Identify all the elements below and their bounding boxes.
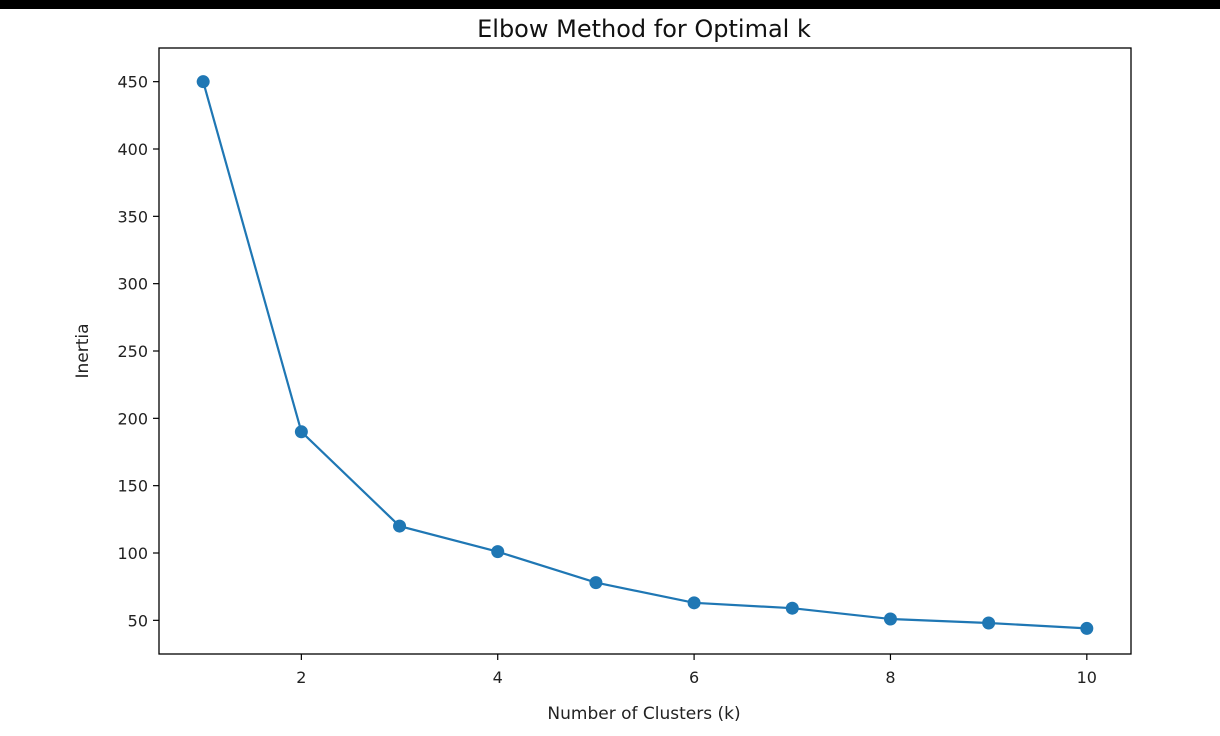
x-axis-label: Number of Clusters (k) <box>547 704 740 724</box>
x-axis: 2 4 6 8 10 <box>296 654 1097 687</box>
y-tick-label: 150 <box>117 477 148 496</box>
data-point <box>687 596 701 610</box>
y-tick-label: 50 <box>128 611 148 630</box>
data-point <box>294 425 308 439</box>
data-point <box>1080 621 1094 635</box>
data-point <box>883 612 897 626</box>
y-tick-label: 450 <box>117 73 148 92</box>
y-axis-label: Inertia <box>73 323 93 378</box>
chart-title: Elbow Method for Optimal k <box>477 15 811 43</box>
x-tick-label: 10 <box>1077 668 1097 687</box>
data-point <box>196 75 210 89</box>
y-axis: 50 100 150 200 250 300 350 400 450 <box>117 73 159 630</box>
y-tick-label: 300 <box>117 275 148 294</box>
series-line <box>202 81 1087 630</box>
data-point <box>589 576 603 590</box>
y-tick-label: 250 <box>117 342 148 361</box>
plot-area-frame <box>158 47 1132 655</box>
x-tick-label: 2 <box>296 668 306 687</box>
data-point <box>393 519 407 533</box>
y-tick-label: 200 <box>117 409 148 428</box>
y-tick-label: 350 <box>117 207 148 226</box>
x-tick-label: 8 <box>885 668 895 687</box>
y-tick-label: 400 <box>117 140 148 159</box>
x-tick-label: 6 <box>689 668 699 687</box>
top-black-strip <box>0 0 1220 9</box>
series-layer <box>196 75 1094 635</box>
data-point <box>491 545 505 559</box>
data-point <box>785 601 799 615</box>
x-tick-label: 4 <box>493 668 503 687</box>
data-point <box>982 616 996 630</box>
y-tick-label: 100 <box>117 544 148 563</box>
